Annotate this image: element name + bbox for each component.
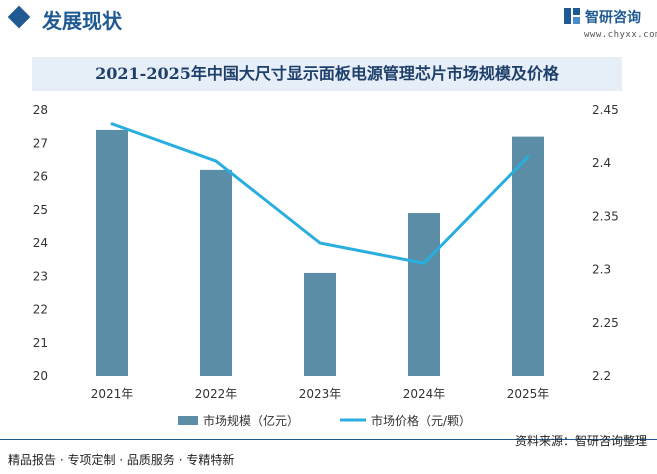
x-tick-label: 2023年 [299, 387, 342, 401]
right-tick-label: 2.2 [592, 369, 611, 383]
left-tick-label: 20 [33, 369, 48, 383]
legend-bar-label: 市场规模（亿元） [203, 413, 299, 428]
bar [304, 272, 336, 376]
line-point [318, 241, 322, 245]
footer-divider [0, 439, 490, 440]
right-tick-label: 2.4 [592, 156, 611, 170]
legend: 市场规模（亿元） 市场价格（元/颗） [178, 413, 471, 428]
footer-divider-right [490, 439, 657, 440]
left-tick-label: 27 [33, 136, 48, 150]
legend-line-label: 市场价格（元/颗） [371, 413, 471, 428]
brand-name: 智研咨询 [585, 10, 641, 26]
line-point [214, 159, 218, 163]
left-tick-label: 25 [33, 203, 48, 217]
header: 发展现状 智研咨询 www.chyxx.com [0, 0, 657, 44]
left-tick-label: 26 [33, 170, 48, 184]
bar-series [96, 129, 544, 376]
legend-bar-swatch [178, 416, 198, 425]
left-axis: 20 21 22 23 24 25 26 27 28 [33, 103, 48, 383]
right-tick-label: 2.3 [592, 263, 611, 277]
line-point [526, 155, 530, 159]
x-axis: 2021年 2022年 2023年 2024年 2025年 [91, 387, 550, 401]
source-note: 资料来源：智研咨询整理 [514, 434, 647, 448]
brand-logo-icon [564, 8, 580, 24]
left-tick-label: 22 [33, 303, 48, 317]
x-tick-label: 2021年 [91, 387, 134, 401]
line-point [422, 261, 426, 265]
x-tick-label: 2022年 [195, 387, 238, 401]
left-tick-label: 23 [33, 269, 48, 283]
right-axis: 2.2 2.25 2.3 2.35 2.4 2.45 [592, 103, 619, 383]
section-title: 发展现状 [42, 9, 122, 33]
line-series [110, 122, 530, 265]
left-tick-label: 21 [33, 336, 48, 350]
chart: 20 21 22 23 24 25 26 27 28 2.2 2.25 2.3 2.35 2.4 2.45… [33, 103, 619, 428]
bar [200, 169, 232, 376]
right-tick-label: 2.45 [592, 103, 619, 117]
left-tick-label: 28 [33, 103, 48, 117]
right-tick-label: 2.35 [592, 209, 619, 223]
brand-url: www.chyxx.com [584, 30, 657, 40]
footer-slogan: 精品报告 · 专项定制 · 品质服务 · 专精特新 [8, 453, 235, 467]
x-tick-label: 2024年 [403, 387, 446, 401]
bar [512, 136, 544, 376]
left-tick-label: 24 [33, 236, 48, 250]
line-point [110, 122, 114, 126]
chart-title-band [32, 57, 622, 91]
chart-title: 2021-2025年中国大尺寸显示面板电源管理芯片市场规模及价格 [95, 64, 559, 83]
right-tick-label: 2.25 [592, 316, 619, 330]
bar [96, 129, 128, 376]
bar [408, 213, 440, 376]
x-tick-label: 2025年 [507, 387, 550, 401]
